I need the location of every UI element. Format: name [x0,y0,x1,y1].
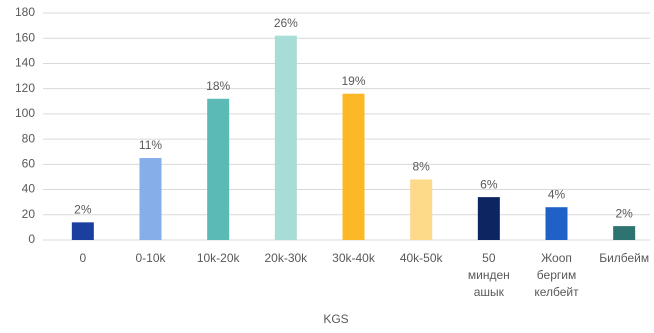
bar [545,207,568,240]
bar [410,179,433,240]
y-tick-label: 40 [22,182,36,196]
y-tick-label: 160 [15,30,35,44]
y-tick-label: 180 [15,5,35,19]
data-label: 4% [548,187,566,201]
bar [207,98,230,240]
y-tick-label: 120 [15,81,35,95]
x-tick-label: 10k-20k [197,251,241,265]
x-tick-label: 20k-30k [264,251,308,265]
y-tick-label: 80 [22,131,36,145]
bar [477,197,500,240]
x-axis-title: KGS [323,312,348,326]
data-label: 6% [480,177,498,191]
bar [139,158,162,240]
bar [71,222,94,240]
data-label: 26% [274,16,298,30]
x-tick-label: Жооп бергим келбейт [534,251,579,299]
y-tick-label: 100 [15,106,35,120]
bar [274,35,297,241]
y-tick-label: 140 [15,56,35,70]
x-tick-label: 0 [79,251,86,265]
x-tick-label: Билбейм [599,251,649,265]
y-tick-label: 60 [22,157,36,171]
x-tick-label: 0-10k [135,251,166,265]
data-label: 11% [139,138,162,152]
x-tick-label: 30k-40k [332,251,376,265]
bar [342,93,365,240]
x-tick-label: 50 минден ашык [468,251,510,299]
data-label: 2% [615,206,633,220]
y-tick-label: 0 [28,232,35,246]
data-label: 8% [412,160,430,174]
data-label: 2% [74,203,92,217]
bar [613,226,636,240]
data-label: 19% [341,74,365,88]
x-tick-label: 40k-50k [400,251,444,265]
y-tick-label: 20 [22,207,36,221]
data-label: 18% [206,79,230,93]
